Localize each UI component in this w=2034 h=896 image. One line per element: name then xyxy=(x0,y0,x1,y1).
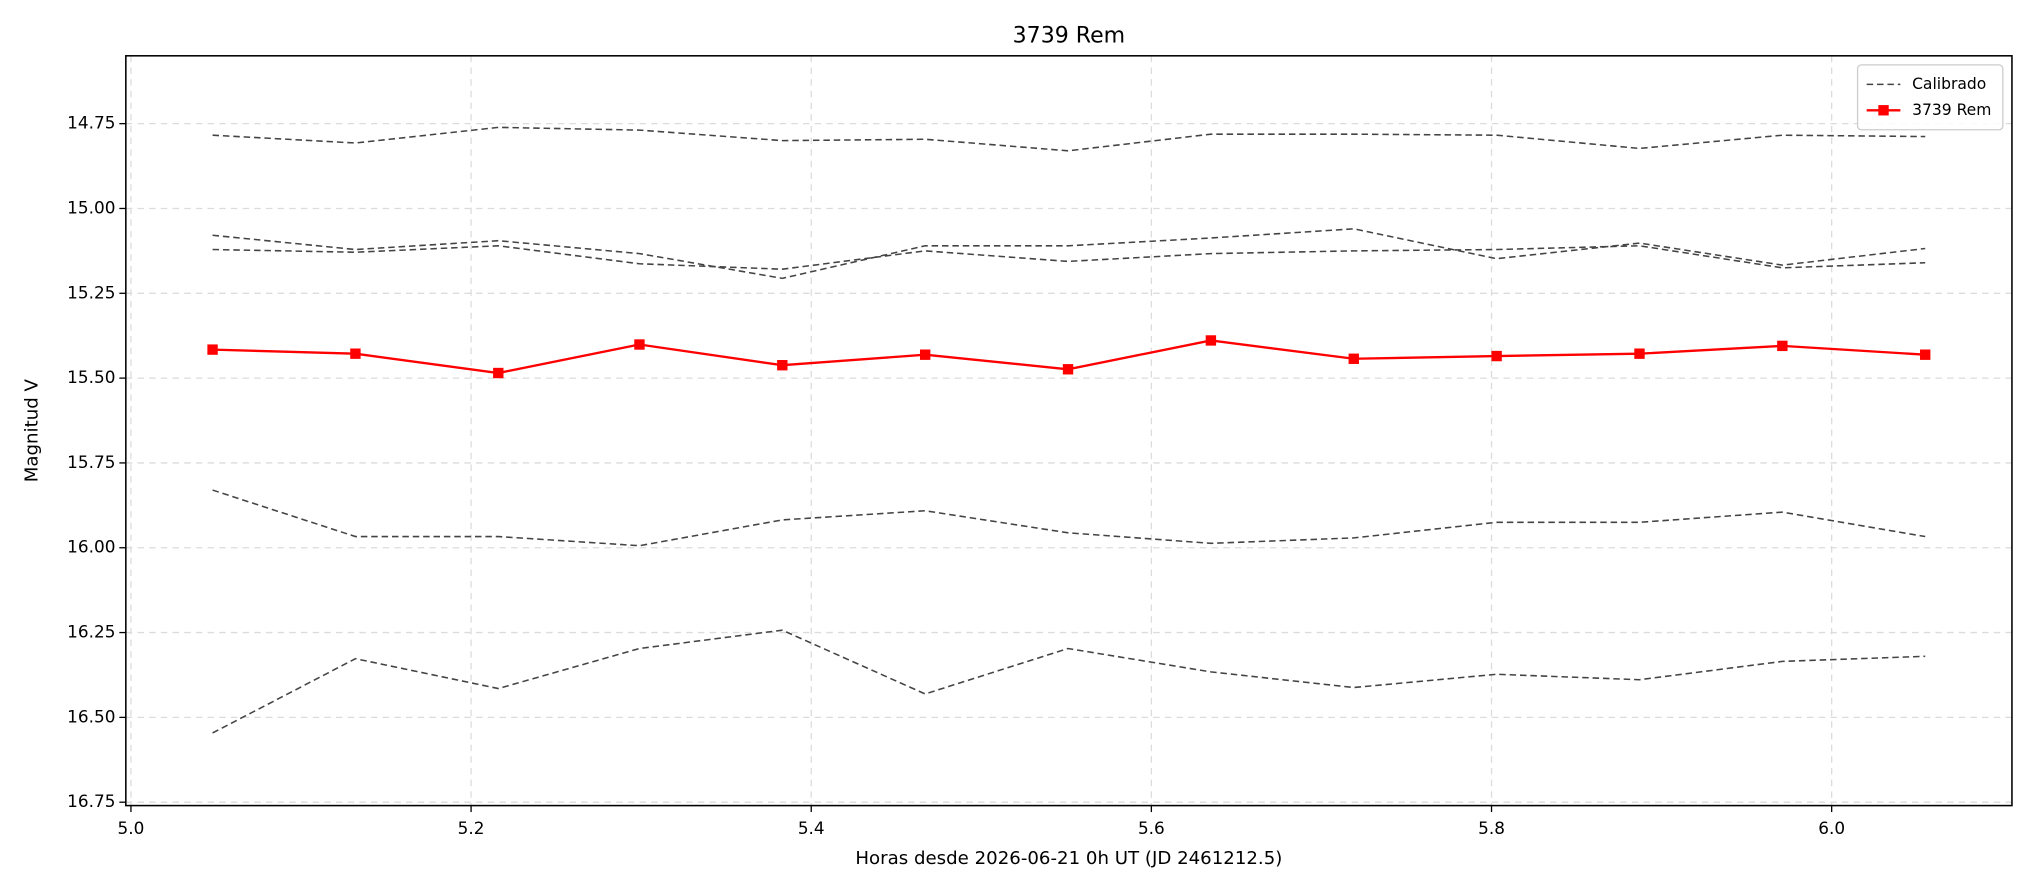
x-tick-label: 5.6 xyxy=(1138,818,1165,838)
data-point xyxy=(919,349,931,360)
y-tick-label: 16.00 xyxy=(67,537,115,557)
chart-title: 3739 Rem xyxy=(1013,23,1125,48)
series-line xyxy=(212,126,1926,152)
data-point xyxy=(1777,340,1788,352)
series-line xyxy=(212,629,1926,734)
legend-marker xyxy=(1878,105,1889,116)
series-line xyxy=(212,245,1926,270)
data-point xyxy=(1062,364,1074,375)
x-tick-label: 6.0 xyxy=(1818,818,1845,838)
y-axis-label: Magnitud V xyxy=(21,379,42,483)
x-tick-label: 5.0 xyxy=(118,818,145,838)
plot-frame xyxy=(125,55,2013,807)
y-tick-label: 16.50 xyxy=(67,706,115,726)
x-tick-label: 5.4 xyxy=(798,818,825,838)
data-point xyxy=(634,339,645,350)
legend-label: Calibrado xyxy=(1912,75,1986,93)
data-point xyxy=(493,367,504,379)
y-tick-label: 15.50 xyxy=(67,367,115,387)
data-point xyxy=(1205,335,1217,346)
series-line xyxy=(212,228,1926,280)
data-point xyxy=(777,360,788,371)
y-tick-label: 16.75 xyxy=(67,791,115,811)
x-tick-label: 5.2 xyxy=(458,818,485,838)
data-point xyxy=(1491,350,1502,362)
data-point xyxy=(350,348,361,359)
y-tick-label: 15.00 xyxy=(67,197,115,217)
data-point xyxy=(1634,348,1645,359)
y-tick-label: 16.25 xyxy=(67,622,115,642)
legend-box xyxy=(1856,64,2004,131)
x-tick-label: 5.8 xyxy=(1478,818,1505,838)
legend-label: 3739 Rem xyxy=(1912,101,1991,119)
y-tick-label: 15.75 xyxy=(67,452,115,472)
x-axis-label: Horas desde 2026-06-21 0h UT (JD 2461212… xyxy=(855,848,1282,869)
y-tick-label: 15.25 xyxy=(67,282,115,302)
data-point xyxy=(1920,349,1931,360)
data-point xyxy=(1348,353,1359,364)
legend: Calibrado 3739 Rem xyxy=(1856,64,2004,131)
y-tick-label: 14.75 xyxy=(67,113,115,133)
series-line xyxy=(212,489,1926,547)
data-point xyxy=(207,344,218,355)
